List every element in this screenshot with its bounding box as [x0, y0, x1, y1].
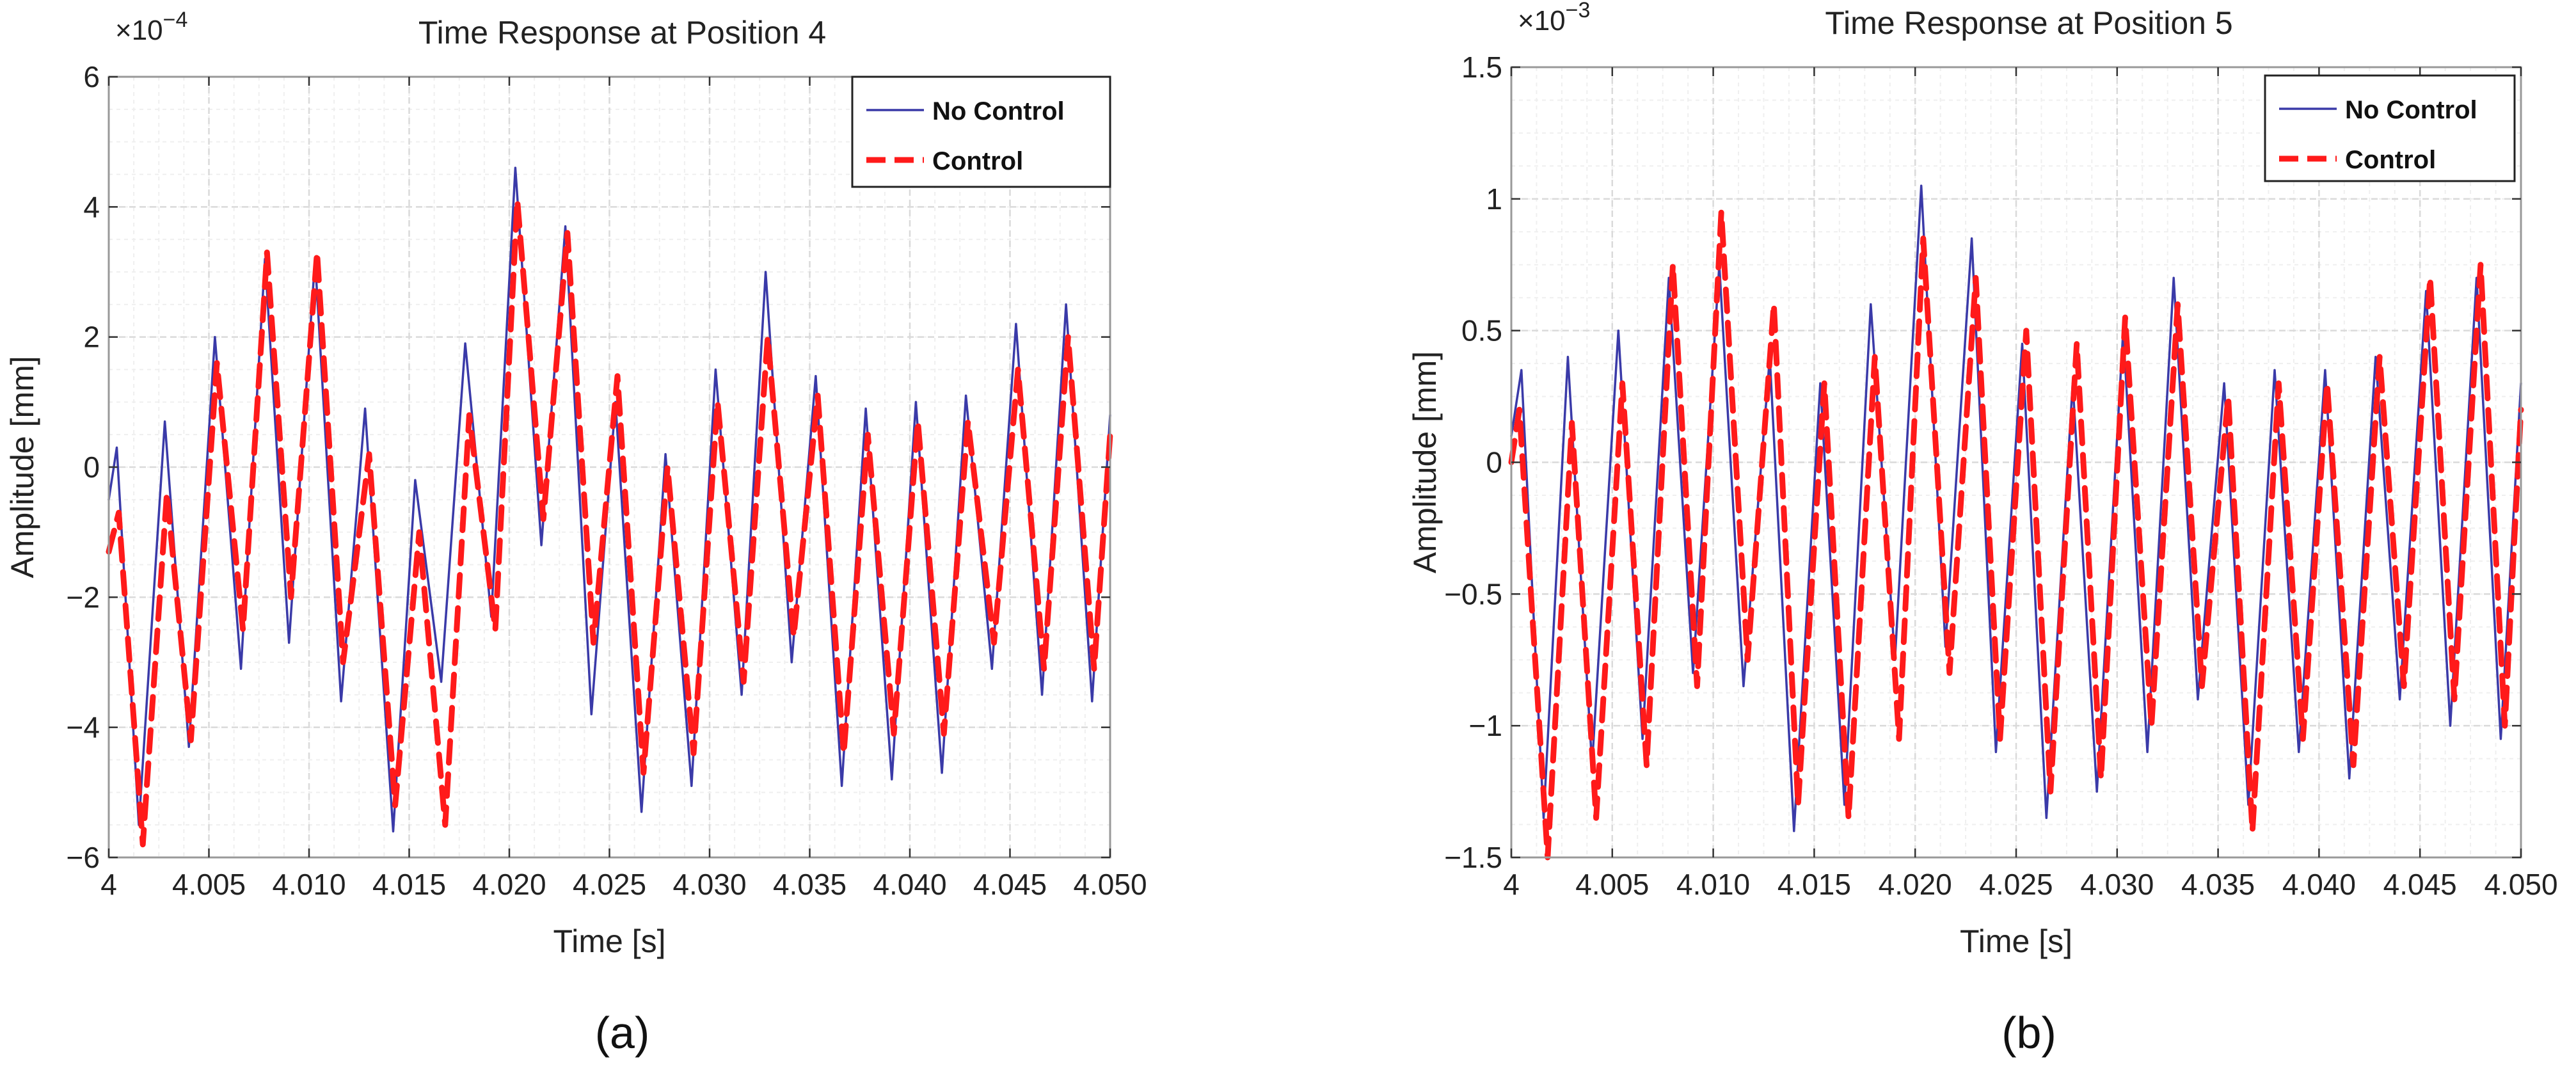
x-axis-label: Time [s] — [553, 923, 666, 959]
x-tick-label: 4.020 — [472, 868, 546, 901]
legend-box — [851, 76, 1111, 188]
y-tick-label: −1 — [1469, 709, 1502, 742]
x-tick-label: 4.050 — [1073, 868, 1147, 901]
x-tick-label: 4.015 — [372, 868, 446, 901]
subfigure-caption: (a) — [595, 1008, 650, 1058]
y-tick-label: 1.5 — [1461, 51, 1502, 84]
x-tick-label: 4.010 — [1676, 868, 1750, 901]
x-tick-label: 4.005 — [1575, 868, 1649, 901]
y-axis-label: Amplitude [mm] — [1407, 351, 1443, 573]
x-tick-label: 4.045 — [973, 868, 1047, 901]
legend-label: Control — [932, 147, 1023, 175]
x-tick-label: 4.005 — [172, 868, 246, 901]
y-tick-label: 4 — [83, 190, 100, 223]
chart-title: Time Response at Position 4 — [418, 15, 826, 51]
x-tick-label: 4.040 — [2282, 868, 2356, 901]
y-tick-label: 0 — [1486, 446, 1502, 479]
y-tick-label: 1 — [1486, 182, 1502, 216]
x-tick-label: 4.025 — [1979, 868, 2053, 901]
x-tick-label: 4.035 — [2181, 868, 2255, 901]
y-tick-label: 0 — [83, 450, 100, 484]
x-tick-label: 4.050 — [2484, 868, 2557, 901]
x-tick-label: 4.025 — [573, 868, 646, 901]
series-line-control — [106, 197, 1113, 848]
y-tick-label: −1.5 — [1444, 841, 1502, 874]
x-axis-label: Time [s] — [1960, 923, 2072, 959]
legend: No Control Control — [2264, 74, 2516, 182]
y-tick-label: 0.5 — [1461, 314, 1502, 347]
y-exponent-label: ×10−4 — [115, 8, 187, 46]
y-exponent-label: ×10−3 — [1518, 0, 1590, 36]
subfigure-caption: (b) — [2001, 1008, 2056, 1058]
y-tick-label: −2 — [67, 580, 100, 614]
x-tick-label: 4.030 — [672, 868, 746, 901]
series-line-control — [1508, 209, 2524, 861]
x-tick-label: 4.030 — [2080, 868, 2154, 901]
chart-1: 4 4.005 4.010 4.015 4.020 4.025 4.030 4.035 4.04… — [4, 8, 1147, 1058]
x-tick-label: 4 — [100, 868, 117, 901]
legend-label: Control — [2345, 146, 2436, 174]
chart-title: Time Response at Position 5 — [1825, 5, 2232, 41]
legend-box — [2264, 74, 2516, 182]
x-tick-label: 4.035 — [773, 868, 847, 901]
y-axis-label: Amplitude [mm] — [4, 356, 40, 578]
x-tick-label: 4.010 — [272, 868, 346, 901]
legend-label: No Control — [2345, 96, 2477, 124]
y-tick-label: −0.5 — [1444, 577, 1502, 610]
y-tick-label: 6 — [83, 60, 100, 93]
x-tick-label: 4.040 — [873, 868, 946, 901]
x-tick-label: 4 — [1503, 868, 1520, 901]
x-tick-label: 4.020 — [1879, 868, 1952, 901]
y-tick-label: 2 — [83, 321, 100, 354]
x-tick-label: 4.015 — [1777, 868, 1851, 901]
x-tick-label: 4.045 — [2383, 868, 2457, 901]
y-tick-label: −4 — [67, 711, 100, 744]
y-tick-label: −6 — [67, 841, 100, 874]
series-line-no-control — [1510, 184, 2522, 832]
legend: No Control Control — [851, 76, 1111, 188]
legend-label: No Control — [932, 97, 1065, 125]
chart-2: 4 4.005 4.010 4.015 4.020 4.025 4.030 4.035 4.04… — [1407, 0, 2558, 1058]
